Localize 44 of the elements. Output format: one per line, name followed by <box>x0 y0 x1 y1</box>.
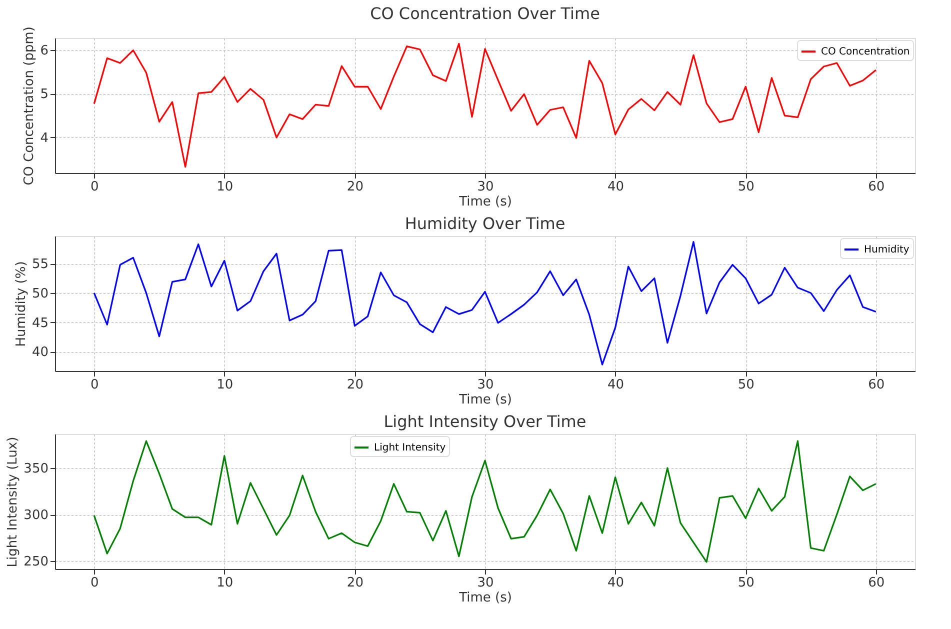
legend-label: Light Intensity <box>374 442 446 454</box>
y-tick-label: 50 <box>32 286 48 302</box>
legend-label: Humidity <box>864 244 910 256</box>
x-tick-label: 20 <box>346 378 364 392</box>
x-axis-title: Time (s) <box>458 392 512 408</box>
x-tick-label: 10 <box>216 180 234 194</box>
x-tick-label: 30 <box>477 180 494 194</box>
x-tick-label: 60 <box>868 180 885 194</box>
y-tick-label: 45 <box>32 316 48 331</box>
y-axis-title: CO Concentration (ppm) <box>22 26 38 186</box>
x-tick-label: 40 <box>608 576 624 590</box>
x-tick-label: 20 <box>346 180 364 194</box>
y-tick-label: 350 <box>24 462 48 477</box>
x-tick-label: 60 <box>868 378 885 392</box>
y-tick-label: 40 <box>32 345 48 360</box>
chart-title: CO Concentration Over Time <box>370 4 600 24</box>
x-tick-label: 10 <box>216 378 234 392</box>
x-tick-label: 30 <box>477 378 494 392</box>
x-tick-label: 40 <box>608 180 624 194</box>
y-tick-label: 300 <box>24 508 48 524</box>
x-tick-label: 0 <box>90 576 99 590</box>
x-axis-title: Time (s) <box>458 590 512 606</box>
legend-label: CO Concentration <box>821 46 910 58</box>
x-tick-label: 10 <box>216 576 234 590</box>
y-axis-title: Humidity (%) <box>14 261 29 347</box>
y-tick-label: 250 <box>24 554 48 570</box>
chart-title: Humidity Over Time <box>404 214 566 233</box>
line-series <box>93 440 877 563</box>
x-tick-label: 30 <box>477 576 494 590</box>
y-tick-label: 4 <box>40 130 48 146</box>
x-tick-label: 40 <box>608 378 624 392</box>
x-tick-label: 50 <box>738 378 754 392</box>
y-axis-title: Light Intensity (Lux) <box>6 436 21 568</box>
y-tick-label: 5 <box>40 87 48 102</box>
x-tick-label: 60 <box>868 576 885 590</box>
y-tick-label: 6 <box>40 43 48 58</box>
x-axis-title: Time (s) <box>458 194 512 210</box>
chart-title: Light Intensity Over Time <box>384 412 586 431</box>
x-tick-label: 50 <box>738 576 754 590</box>
y-tick-label: 55 <box>32 257 48 272</box>
x-tick-label: 50 <box>738 180 754 194</box>
x-tick-label: 0 <box>90 378 99 392</box>
x-tick-label: 20 <box>346 576 364 590</box>
x-tick-label: 0 <box>90 180 99 194</box>
